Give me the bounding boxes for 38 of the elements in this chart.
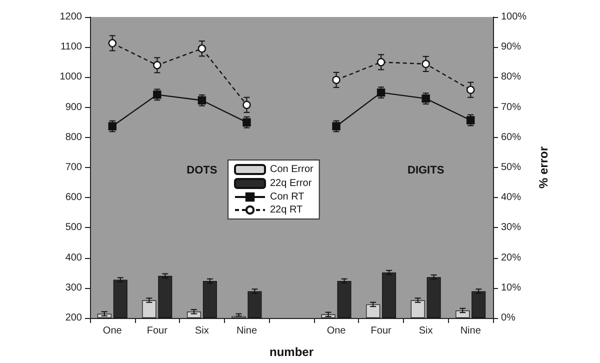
- y2-axis-title: % error: [536, 146, 550, 189]
- y-tick-label: 1000: [60, 72, 82, 83]
- x-tick-label: Six: [194, 326, 209, 336]
- y2-tick-label: 90%: [501, 42, 522, 53]
- y2-tick-label: 50%: [501, 162, 522, 173]
- legend-label: 22q Error: [270, 178, 312, 189]
- y-tick-label: 900: [65, 102, 82, 113]
- x-tick-label: Nine: [460, 326, 482, 336]
- legend-label: Con Error: [270, 164, 314, 175]
- x-tick-label: Four: [146, 326, 168, 336]
- annotation: DOTS: [186, 164, 218, 177]
- y-tick-label: 800: [65, 132, 82, 143]
- annotation: DIGITS: [407, 164, 444, 177]
- y-tick-label: 1200: [60, 12, 82, 22]
- y-tick-label: 300: [65, 282, 82, 294]
- y-tick-label: 1100: [60, 42, 82, 53]
- y2-tick-label: 30%: [501, 222, 522, 234]
- y-tick-label: 700: [65, 162, 82, 173]
- y2-tick-label: 80%: [501, 72, 522, 83]
- x-tick-label: Nine: [236, 326, 258, 336]
- x-axis-title: number: [269, 345, 314, 359]
- y2-tick-label: 100%: [501, 12, 527, 22]
- y-tick-label: 200: [65, 312, 82, 324]
- x-tick-label: One: [326, 326, 346, 336]
- y-tick-label: 400: [65, 252, 82, 264]
- legend-label: 22q RT: [270, 204, 303, 216]
- y-tick-label: 500: [65, 222, 82, 234]
- y2-tick-label: 70%: [501, 102, 522, 113]
- x-tick-label: Six: [418, 326, 433, 336]
- y2-tick-label: 20%: [501, 252, 522, 264]
- y-tick-label: 600: [65, 192, 82, 204]
- y2-tick-label: 40%: [501, 192, 522, 204]
- x-tick-label: One: [102, 326, 122, 336]
- legend-label: Con RT: [270, 192, 304, 202]
- x-tick-label: Four: [370, 326, 392, 336]
- y2-tick-label: 60%: [501, 132, 522, 143]
- y2-tick-label: 10%: [501, 282, 522, 294]
- y2-tick-label: 0%: [501, 312, 516, 324]
